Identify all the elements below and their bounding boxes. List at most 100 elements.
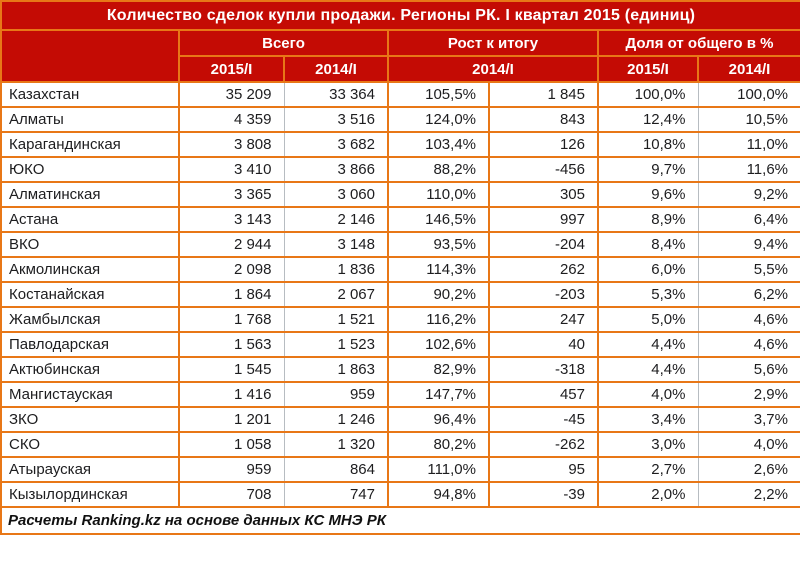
value-cell: 1 201 <box>179 406 285 433</box>
value-cell: 6,4% <box>698 206 800 233</box>
region-cell: Жамбылская <box>1 306 180 333</box>
value-cell: 114,3% <box>388 256 490 283</box>
value-cell: 4,4% <box>598 331 699 358</box>
value-cell: 33 364 <box>284 81 389 108</box>
table-row: Костанайская 1 864 2 067 90,2% -203 5,3% 6,2% <box>1 281 800 308</box>
value-cell: 1 864 <box>179 281 285 308</box>
year-header-total-2015: 2015/I <box>178 55 285 83</box>
value-cell: -262 <box>489 431 599 458</box>
value-cell: 95 <box>489 456 599 483</box>
title-row: Количество сделок купли продажи. Регионы… <box>0 0 800 31</box>
region-cell: ЗКО <box>1 406 180 433</box>
value-cell: 147,7% <box>388 381 490 408</box>
region-cell: СКО <box>1 431 180 458</box>
value-cell: 11,6% <box>698 156 800 183</box>
value-cell: 90,2% <box>388 281 490 308</box>
value-cell: 5,5% <box>698 256 800 283</box>
value-cell: 2,2% <box>698 481 800 508</box>
year-header-share-2014: 2014/I <box>697 55 800 83</box>
value-cell: 959 <box>284 381 389 408</box>
region-cell: Алматы <box>1 106 180 133</box>
value-cell: 3 060 <box>284 181 389 208</box>
value-cell: 1 246 <box>284 406 389 433</box>
value-cell: 9,4% <box>698 231 800 258</box>
year-header-growth-2014: 2014/I <box>387 55 599 83</box>
value-cell: 864 <box>284 456 389 483</box>
value-cell: 103,4% <box>388 131 490 158</box>
value-cell: 111,0% <box>388 456 490 483</box>
value-cell: 10,8% <box>598 131 699 158</box>
region-cell: Актюбинская <box>1 356 180 383</box>
year-header-total-2014: 2014/I <box>283 55 389 83</box>
value-cell: 3,0% <box>598 431 699 458</box>
value-cell: 2,6% <box>698 456 800 483</box>
table-row: Жамбылская 1 768 1 521 116,2% 247 5,0% 4,6% <box>1 306 800 333</box>
value-cell: -203 <box>489 281 599 308</box>
value-cell: 1 523 <box>284 331 389 358</box>
table-body: Казахстан 35 209 33 364 105,5% 1 845 100,0% 10… <box>1 81 800 508</box>
region-cell: Костанайская <box>1 281 180 308</box>
value-cell: 997 <box>489 206 599 233</box>
value-cell: 102,6% <box>388 331 490 358</box>
value-cell: 1 845 <box>489 81 599 108</box>
value-cell: 843 <box>489 106 599 133</box>
region-cell: Алматинская <box>1 181 180 208</box>
value-cell: 2 146 <box>284 206 389 233</box>
value-cell: 2,0% <box>598 481 699 508</box>
value-cell: 2 944 <box>179 231 285 258</box>
region-cell: ЮКО <box>1 156 180 183</box>
source-row: Расчеты Ranking.kz на основе данных КС М… <box>1 506 800 534</box>
value-cell: 9,2% <box>698 181 800 208</box>
value-cell: -318 <box>489 356 599 383</box>
table-row: Мангистауская 1 416 959 147,7% 457 4,0% 2,9% <box>1 381 800 408</box>
value-cell: 3 143 <box>179 206 285 233</box>
value-cell: 247 <box>489 306 599 333</box>
value-cell: 35 209 <box>179 81 285 108</box>
source-note: Расчеты Ranking.kz на основе данных КС М… <box>1 506 800 534</box>
value-cell: 12,4% <box>598 106 699 133</box>
value-cell: 116,2% <box>388 306 490 333</box>
value-cell: 9,6% <box>598 181 699 208</box>
value-cell: 8,9% <box>598 206 699 233</box>
value-cell: 708 <box>179 481 285 508</box>
table-row: Алматы 4 359 3 516 124,0% 843 12,4% 10,5% <box>1 106 800 133</box>
value-cell: 10,5% <box>698 106 800 133</box>
table-header: Количество сделок купли продажи. Регионы… <box>0 0 800 83</box>
region-cell: ВКО <box>1 231 180 258</box>
value-cell: 6,0% <box>598 256 699 283</box>
value-cell: 1 545 <box>179 356 285 383</box>
value-cell: 457 <box>489 381 599 408</box>
value-cell: 124,0% <box>388 106 490 133</box>
value-cell: 1 563 <box>179 331 285 358</box>
value-cell: 1 416 <box>179 381 285 408</box>
value-cell: 2 067 <box>284 281 389 308</box>
table-row: Атырауская 959 864 111,0% 95 2,7% 2,6% <box>1 456 800 483</box>
value-cell: 105,5% <box>388 81 490 108</box>
year-header-share-2015: 2015/I <box>597 55 699 83</box>
value-cell: 80,2% <box>388 431 490 458</box>
value-cell: 3 682 <box>284 131 389 158</box>
value-cell: 1 521 <box>284 306 389 333</box>
table-row: Алматинская 3 365 3 060 110,0% 305 9,6% 9,2% <box>1 181 800 208</box>
value-cell: 82,9% <box>388 356 490 383</box>
table-row: Казахстан 35 209 33 364 105,5% 1 845 100,0% 10… <box>1 81 800 108</box>
region-cell: Кызылординская <box>1 481 180 508</box>
value-cell: 959 <box>179 456 285 483</box>
value-cell: 100,0% <box>698 81 800 108</box>
value-cell: 110,0% <box>388 181 490 208</box>
value-cell: 2,9% <box>698 381 800 408</box>
table-row: Актюбинская 1 545 1 863 82,9% -318 4,4% 5,6% <box>1 356 800 383</box>
value-cell: 96,4% <box>388 406 490 433</box>
region-cell: Астана <box>1 206 180 233</box>
value-cell: 11,0% <box>698 131 800 158</box>
region-cell: Карагандинская <box>1 131 180 158</box>
value-cell: 1 058 <box>179 431 285 458</box>
table-row: Павлодарская 1 563 1 523 102,6% 40 4,4% 4,6% <box>1 331 800 358</box>
region-cell: Мангистауская <box>1 381 180 408</box>
value-cell: 146,5% <box>388 206 490 233</box>
value-cell: 305 <box>489 181 599 208</box>
value-cell: 3 808 <box>179 131 285 158</box>
value-cell: 1 836 <box>284 256 389 283</box>
value-cell: 8,4% <box>598 231 699 258</box>
